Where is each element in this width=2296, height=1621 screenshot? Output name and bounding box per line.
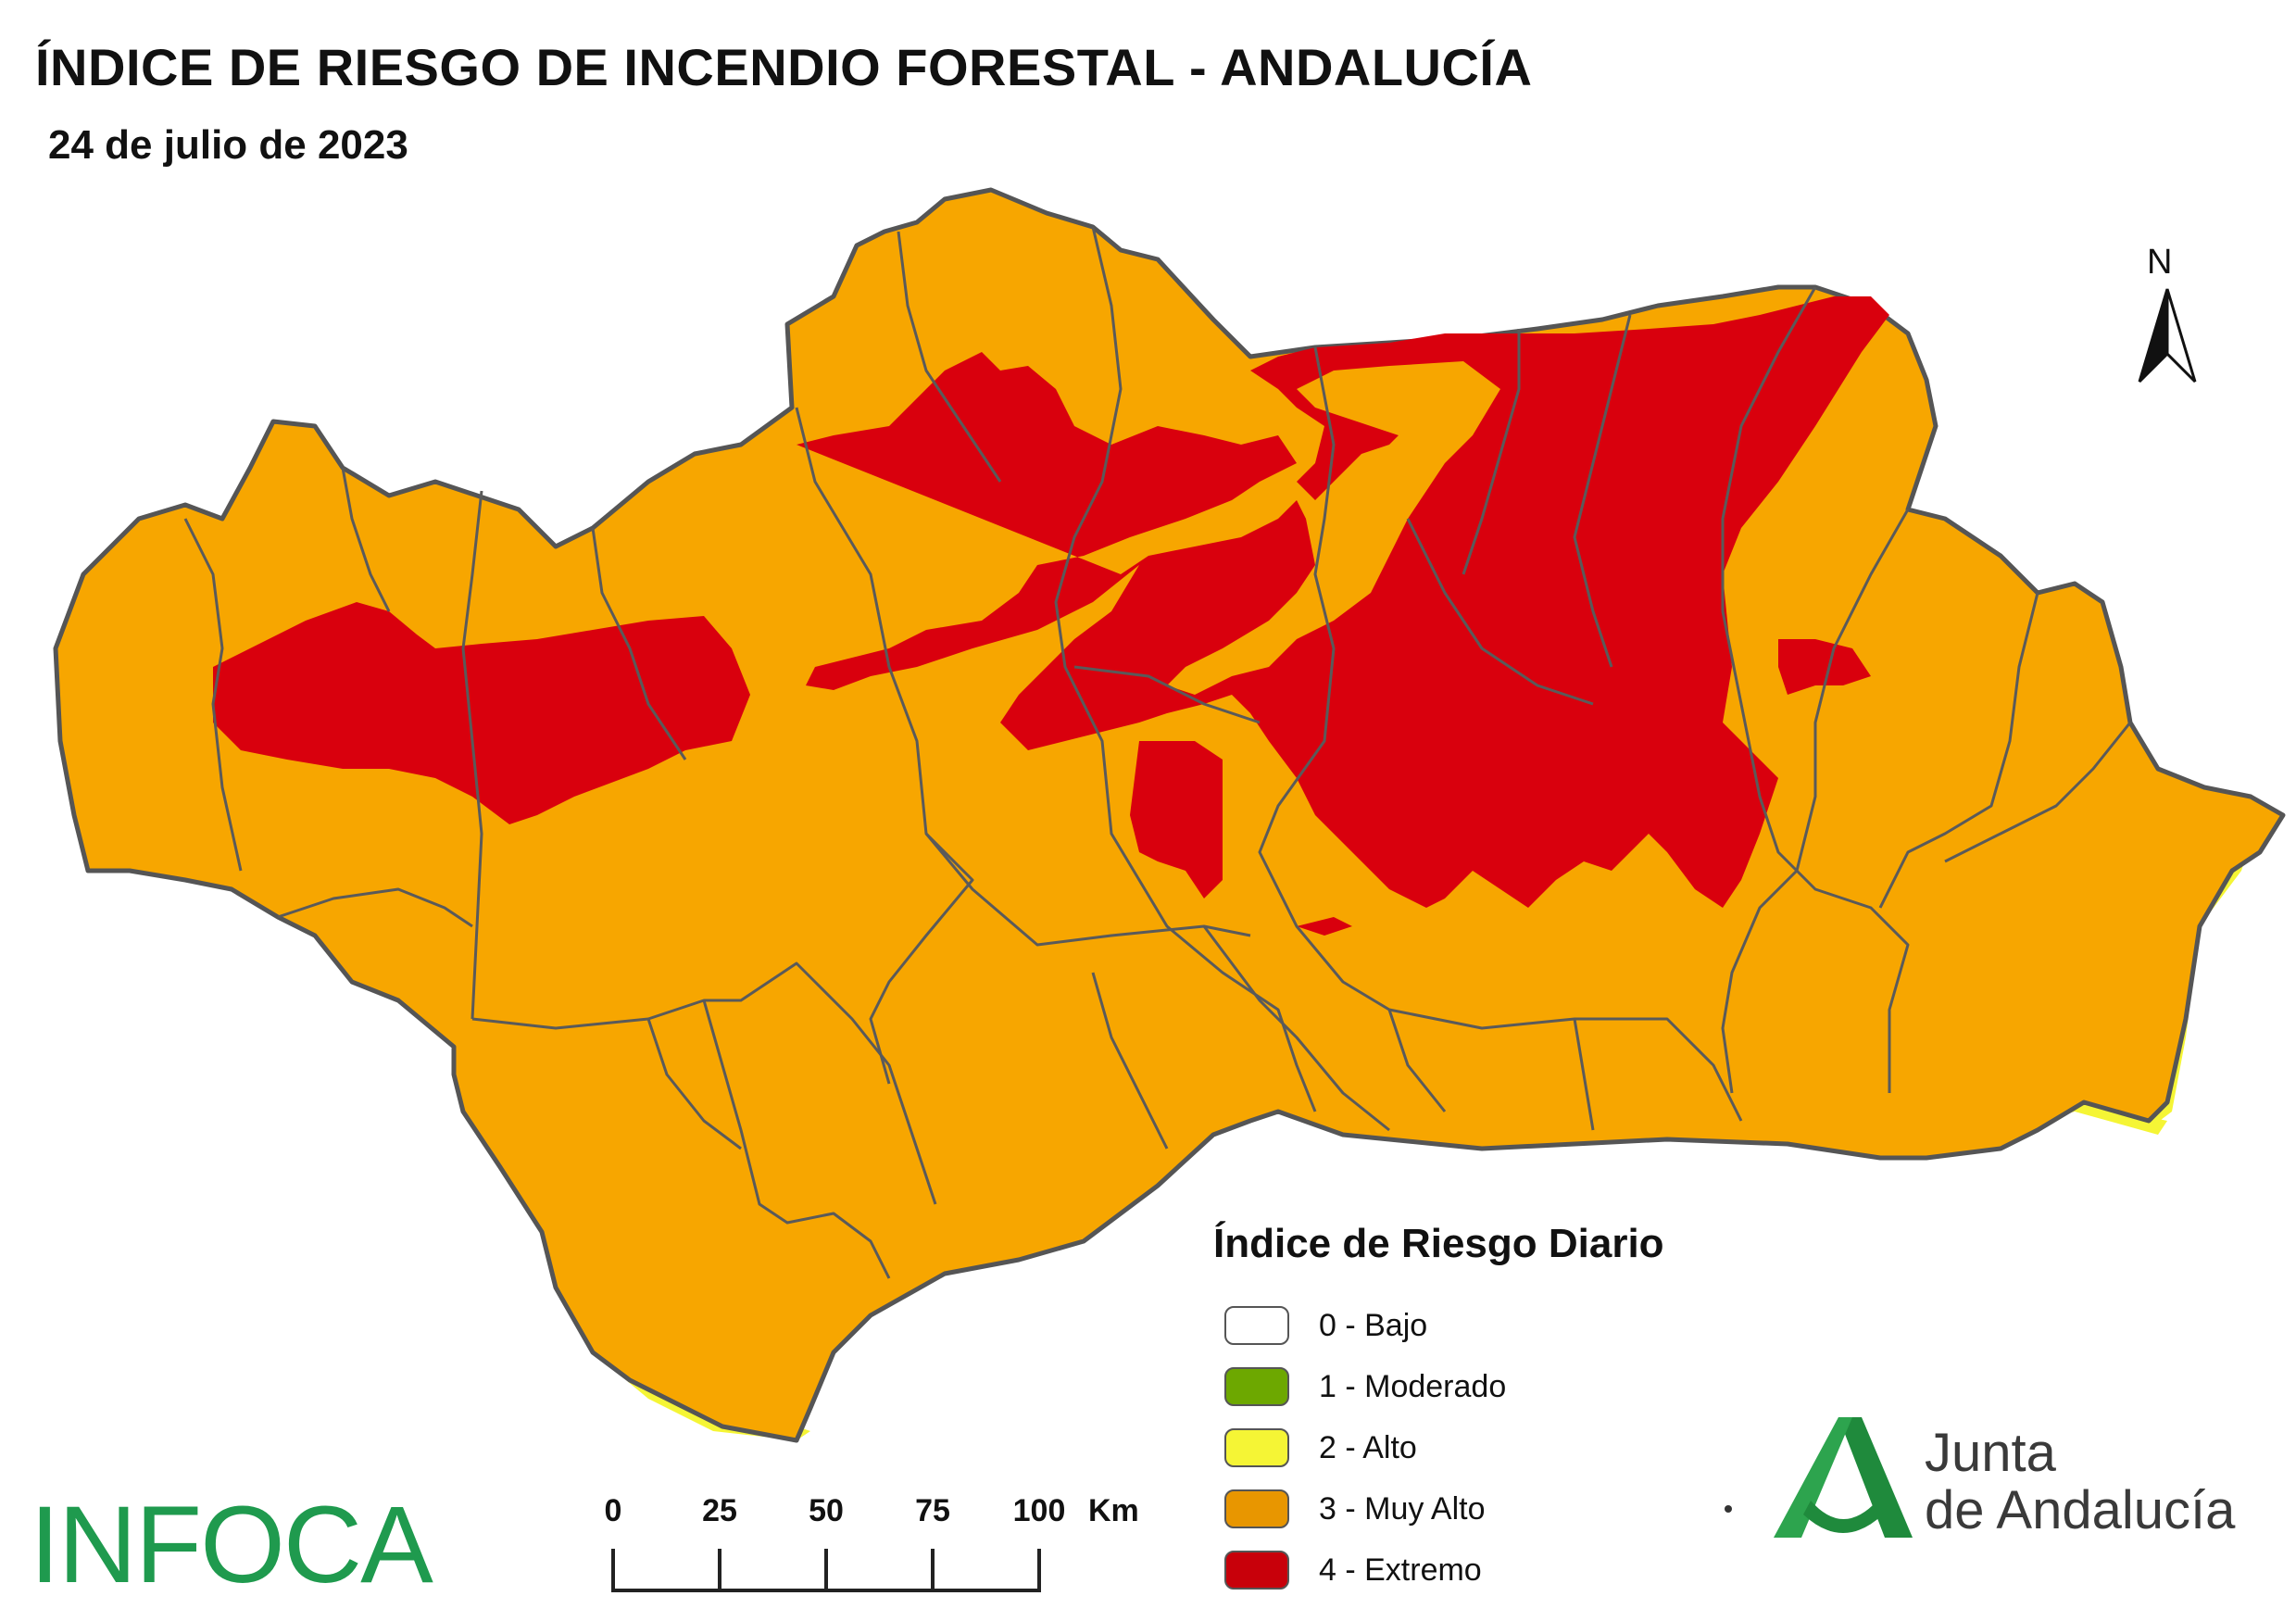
scale-tick-label: 75 bbox=[915, 1493, 950, 1528]
north-label: N bbox=[2147, 243, 2173, 282]
legend-swatch bbox=[1224, 1428, 1289, 1467]
north-arrow-icon bbox=[2138, 288, 2197, 383]
legend-swatch bbox=[1224, 1551, 1289, 1590]
legend-label: 0 - Bajo bbox=[1319, 1307, 1428, 1343]
scale-tick-label: 25 bbox=[702, 1493, 737, 1528]
legend-label: 1 - Moderado bbox=[1319, 1368, 1507, 1404]
legend-item-moderado: 1 - Moderado bbox=[1224, 1356, 1506, 1417]
scale-tick-label: 0 bbox=[604, 1493, 622, 1528]
legend-item-bajo: 0 - Bajo bbox=[1224, 1295, 1506, 1356]
scale-bar-graphic bbox=[611, 1549, 1041, 1592]
scale-tick-label: 100 bbox=[1012, 1493, 1066, 1528]
scale-unit: Km bbox=[1088, 1493, 1139, 1528]
legend-item-muy-alto: 3 - Muy Alto bbox=[1224, 1478, 1506, 1539]
legend-swatch bbox=[1224, 1489, 1289, 1528]
scale-bar: 0 25 50 75 100 Km bbox=[593, 1493, 1167, 1595]
legend-swatch bbox=[1224, 1306, 1289, 1345]
legend-label: 2 - Alto bbox=[1319, 1429, 1417, 1465]
legend-label: 3 - Muy Alto bbox=[1319, 1490, 1486, 1527]
map-date: 24 de julio de 2023 bbox=[48, 122, 408, 168]
risk-zone-extremo bbox=[213, 296, 1889, 936]
infoca-logo: INFOCA bbox=[30, 1484, 433, 1606]
legend-label: 4 - Extremo bbox=[1319, 1552, 1482, 1588]
decorative-dot bbox=[1725, 1505, 1732, 1513]
junta-line2: de Andalucía bbox=[1925, 1480, 2236, 1540]
legend-title: Índice de Riesgo Diario bbox=[1213, 1221, 1664, 1266]
junta-andalucia-logo-text: Junta de Andalucía bbox=[1925, 1425, 2235, 1539]
junta-andalucia-logo-icon bbox=[1774, 1417, 1913, 1538]
scale-tick-label: 50 bbox=[809, 1493, 844, 1528]
legend-item-extremo: 4 - Extremo bbox=[1224, 1539, 1506, 1601]
municipal-boundaries bbox=[183, 226, 2132, 1279]
legend-swatch bbox=[1224, 1367, 1289, 1406]
junta-line1: Junta bbox=[1925, 1423, 2056, 1483]
legend: 0 - Bajo 1 - Moderado 2 - Alto 3 - Muy A… bbox=[1224, 1295, 1506, 1601]
map-title: ÍNDICE DE RIESGO DE INCENDIO FORESTAL - … bbox=[35, 38, 1533, 96]
legend-item-alto: 2 - Alto bbox=[1224, 1417, 1506, 1478]
